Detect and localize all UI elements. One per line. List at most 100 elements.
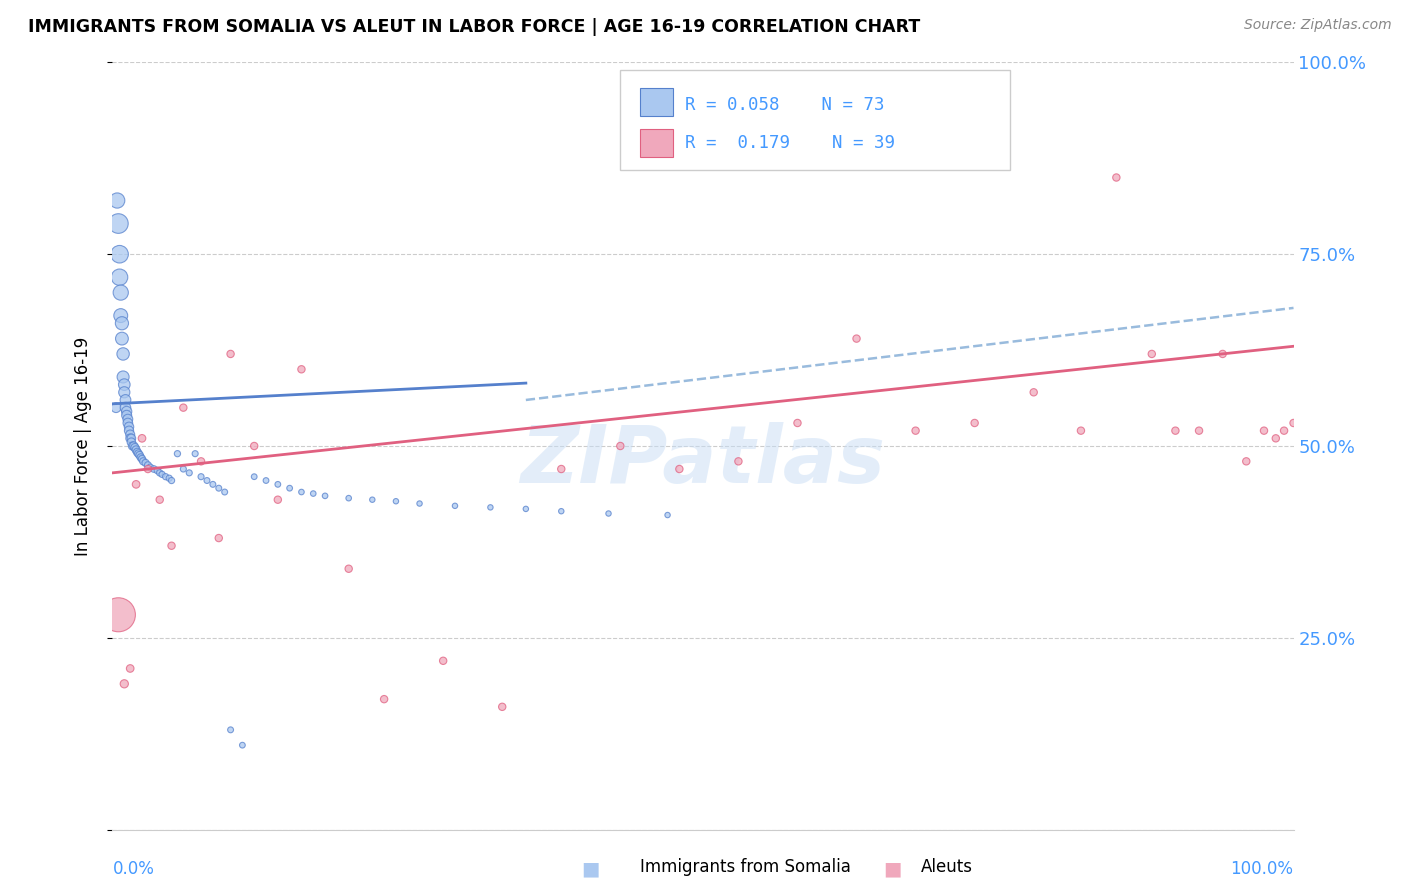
Point [219, 347, 242, 361]
Point [179, 466, 201, 480]
Point [120, 661, 142, 675]
Point [139, 460, 162, 475]
Point [117, 412, 139, 426]
Point [243, 469, 266, 483]
Point [609, 439, 631, 453]
Point [214, 485, 236, 500]
Point [727, 454, 749, 468]
Point [267, 492, 290, 507]
Point [1164, 424, 1187, 438]
Point [149, 492, 172, 507]
Point [157, 471, 180, 485]
Point [190, 454, 212, 468]
Point [105, 194, 128, 208]
Text: Aleuts: Aleuts [921, 858, 973, 876]
Point [385, 494, 408, 508]
Text: ■: ■ [581, 859, 600, 878]
Point [155, 469, 177, 483]
Point [108, 247, 131, 261]
Point [108, 270, 131, 285]
Point [290, 362, 312, 376]
Point [1105, 170, 1128, 185]
Point [172, 462, 194, 476]
Point [122, 439, 145, 453]
Point [598, 507, 620, 521]
Point [243, 439, 266, 453]
Point [136, 462, 159, 476]
Point [112, 385, 135, 400]
Point [132, 454, 155, 468]
Point [131, 452, 153, 467]
Point [231, 738, 253, 752]
Point [1212, 347, 1234, 361]
Point [110, 309, 132, 323]
Point [254, 474, 277, 488]
Point [118, 424, 141, 438]
Point [657, 508, 679, 522]
Point [337, 491, 360, 505]
Point [515, 502, 537, 516]
Point [115, 409, 138, 423]
Point [120, 435, 142, 450]
Point [190, 469, 212, 483]
Point [208, 531, 231, 545]
Point [110, 285, 132, 300]
Point [128, 448, 150, 462]
Point [361, 492, 384, 507]
Point [160, 474, 183, 488]
Point [314, 489, 336, 503]
Point [125, 477, 148, 491]
Point [201, 477, 224, 491]
Point [120, 431, 142, 445]
Point [150, 467, 173, 482]
FancyBboxPatch shape [640, 88, 673, 116]
Point [219, 723, 242, 737]
Point [127, 445, 149, 459]
Point [107, 607, 129, 622]
Text: Source: ZipAtlas.com: Source: ZipAtlas.com [1244, 18, 1392, 32]
Point [1282, 416, 1305, 430]
Point [1234, 454, 1257, 468]
Point [408, 496, 430, 510]
Point [112, 677, 135, 691]
Point [302, 486, 325, 500]
Point [111, 316, 134, 330]
Text: ZIPatlas: ZIPatlas [520, 422, 886, 500]
Point [786, 416, 808, 430]
Point [184, 447, 207, 461]
Point [112, 347, 135, 361]
Point [373, 692, 395, 706]
Text: 0.0%: 0.0% [112, 860, 155, 878]
Point [124, 441, 146, 455]
Point [115, 404, 138, 418]
Point [1272, 424, 1295, 438]
Point [550, 462, 572, 476]
Point [121, 439, 143, 453]
Point [172, 401, 194, 415]
Text: R = 0.058    N = 73: R = 0.058 N = 73 [685, 95, 884, 113]
Point [129, 450, 152, 465]
Point [479, 500, 502, 515]
Point [142, 462, 165, 476]
Point [114, 392, 136, 407]
Point [668, 462, 690, 476]
Point [127, 447, 149, 461]
Text: R =  0.179    N = 39: R = 0.179 N = 39 [685, 134, 896, 152]
Point [120, 427, 142, 442]
Text: ■: ■ [883, 859, 903, 878]
Text: 100.0%: 100.0% [1230, 860, 1294, 878]
Point [208, 481, 231, 495]
Point [112, 377, 135, 392]
Point [1253, 424, 1275, 438]
Point [120, 431, 142, 445]
Point [267, 477, 290, 491]
Point [278, 481, 301, 495]
Point [1264, 431, 1286, 445]
Point [432, 654, 454, 668]
Point [146, 464, 169, 478]
Point [160, 539, 183, 553]
Point [845, 332, 868, 346]
Point [550, 504, 572, 518]
Point [114, 401, 136, 415]
Text: Immigrants from Somalia: Immigrants from Somalia [640, 858, 851, 876]
